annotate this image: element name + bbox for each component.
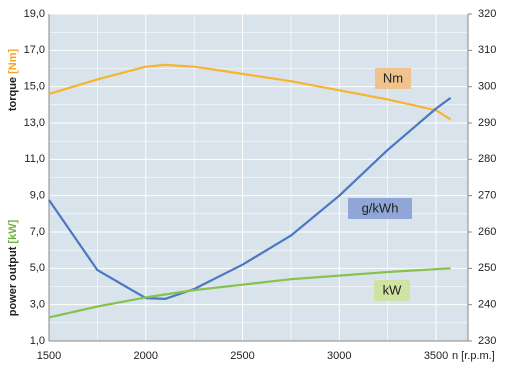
- x-tick-label: 2000: [134, 350, 158, 362]
- x-tick-label: 2500: [230, 350, 254, 362]
- y2-tick-label: 320: [478, 8, 496, 20]
- y2-tick-label: 240: [478, 299, 496, 311]
- y2-tick-label: 230: [478, 335, 496, 347]
- legend-box: [348, 198, 412, 219]
- y-tick-label: 9,0: [30, 190, 45, 202]
- y-label-unit: [Nm]: [7, 48, 19, 73]
- y2-tick-label: 270: [478, 190, 496, 202]
- y-tick-label: 11,0: [24, 153, 45, 165]
- x-tick-label: 1500: [37, 350, 61, 362]
- y2-tick-label: 300: [478, 81, 496, 93]
- y-tick-label: 13,0: [24, 117, 45, 129]
- legend-label: g/kWh: [362, 200, 399, 215]
- legend-label: kW: [383, 282, 403, 297]
- series-line: [48, 97, 452, 300]
- x-tick-label: 3000: [327, 350, 351, 362]
- y2-tick-label: 260: [478, 226, 496, 238]
- y-tick-label: 7,0: [30, 226, 45, 238]
- y-tick-label: 5,0: [30, 262, 45, 274]
- y2-tick-label: 310: [478, 44, 496, 56]
- y-label-text: power output: [7, 246, 19, 316]
- y2-tick-label: 250: [478, 262, 496, 274]
- y-tick-label: 19,0: [24, 8, 45, 20]
- series-line: [48, 267, 451, 319]
- x-tick-label: 3500: [424, 350, 448, 362]
- legend-box: [375, 68, 411, 89]
- y-label-unit: [kW]: [7, 219, 19, 243]
- y-tick-label: 15,0: [24, 81, 45, 93]
- x-axis-label: n [r.p.m.]: [452, 350, 495, 362]
- series-line: [48, 63, 452, 121]
- y-label-text: torque: [7, 77, 19, 111]
- y2-tick-label: 290: [478, 117, 496, 129]
- y-tick-label: 17,0: [24, 44, 45, 56]
- y2-tick-label: 280: [478, 153, 496, 165]
- y-tick-label: 1,0: [30, 335, 45, 347]
- y-axis-label-2: power output [kW]: [7, 219, 19, 316]
- y-axis-label: torque [Nm]: [7, 48, 19, 111]
- y-tick-label: 3,0: [30, 299, 45, 311]
- legend-box: [374, 280, 410, 301]
- legend-label: Nm: [383, 70, 403, 85]
